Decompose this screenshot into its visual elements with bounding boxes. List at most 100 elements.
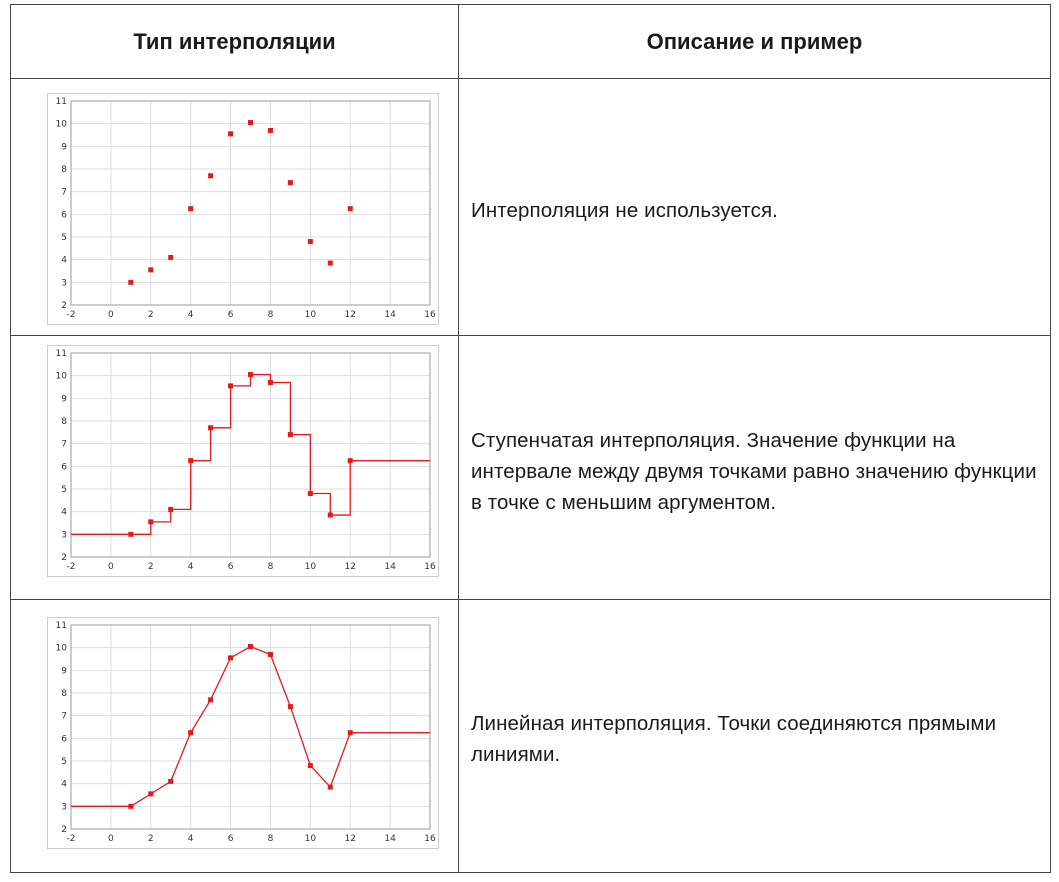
data-point <box>168 254 174 260</box>
y-tick-label: 5 <box>61 233 67 243</box>
data-point <box>228 383 234 389</box>
x-tick-label: 16 <box>424 310 436 320</box>
data-point <box>327 260 333 266</box>
data-point <box>148 267 154 273</box>
data-point <box>228 131 234 137</box>
x-tick-label: 4 <box>188 834 194 844</box>
plot-area <box>70 624 431 830</box>
x-tick-label: 6 <box>228 834 234 844</box>
y-tick-label: 3 <box>61 278 67 288</box>
x-tick-label: 16 <box>424 562 436 572</box>
x-tick-label: 12 <box>344 562 355 572</box>
y-tick-label: 6 <box>61 210 67 220</box>
y-tick-label: 10 <box>56 372 68 382</box>
data-point <box>327 512 333 518</box>
chart-step-interpolation: -2 0 2 4 6 8 10 12 14 16 2 3 4 5 6 7 8 9 10 11 <box>47 345 439 577</box>
x-tick-label: 2 <box>148 834 154 844</box>
x-tick-label: 16 <box>424 834 436 844</box>
data-point <box>188 730 194 736</box>
description-linear-interpolation: Линейная интерполяция. Точки соединяются… <box>471 712 997 766</box>
data-point <box>168 778 174 784</box>
data-point <box>188 206 194 212</box>
data-point <box>307 491 313 497</box>
x-tick-label: 0 <box>108 834 114 844</box>
data-point <box>168 506 174 512</box>
chart-no-interpolation: -2 0 2 4 6 8 10 12 14 16 2 3 4 5 6 7 8 9 10 11 <box>47 93 439 325</box>
x-tick-label: 8 <box>268 562 274 572</box>
header-interpolation-type: Тип интерполяции <box>133 28 336 54</box>
data-point <box>307 763 313 769</box>
x-tick-label: 14 <box>384 310 396 320</box>
y-tick-label: 2 <box>61 301 67 311</box>
interpolation-table: Тип интерполяции Описание и пример -2 0 2 4… <box>10 4 1051 873</box>
row-divider <box>11 599 1050 600</box>
x-tick-label: 0 <box>108 310 114 320</box>
y-tick-label: 9 <box>61 394 67 404</box>
data-point <box>208 425 214 431</box>
data-point <box>148 791 154 797</box>
data-point <box>267 127 273 133</box>
y-tick-label: 6 <box>61 734 67 744</box>
y-tick-label: 4 <box>61 508 67 518</box>
data-point <box>347 730 353 736</box>
x-tick-label: 6 <box>228 562 234 572</box>
data-point <box>327 784 333 790</box>
x-tick-label: 4 <box>188 562 194 572</box>
x-tick-label: 14 <box>384 562 396 572</box>
data-point <box>228 655 234 661</box>
x-tick-label: 12 <box>344 834 355 844</box>
y-tick-label: 11 <box>56 621 67 631</box>
y-tick-label: 7 <box>61 440 67 450</box>
y-tick-label: 3 <box>61 802 67 812</box>
y-tick-label: 10 <box>56 120 68 130</box>
y-tick-label: 8 <box>61 689 67 699</box>
x-tick-label: 14 <box>384 834 396 844</box>
data-point <box>208 697 214 703</box>
y-tick-label: 11 <box>56 349 67 359</box>
y-tick-label: 4 <box>61 256 67 266</box>
y-tick-label: 7 <box>61 188 67 198</box>
x-tick-label: 10 <box>305 834 317 844</box>
y-tick-label: 9 <box>61 142 67 152</box>
data-point <box>128 531 134 537</box>
x-tick-label: 2 <box>148 562 154 572</box>
description-step-interpolation: Ступенчатая интерполяция. Значение функц… <box>471 429 1037 514</box>
plot-area <box>70 100 431 306</box>
x-tick-label: 10 <box>305 310 317 320</box>
data-point <box>128 803 134 809</box>
data-point <box>128 279 134 285</box>
data-point <box>248 644 253 650</box>
x-tick-label: 12 <box>344 310 355 320</box>
y-tick-label: 4 <box>61 780 67 790</box>
x-tick-label: -2 <box>67 834 76 844</box>
y-tick-label: 9 <box>61 666 67 676</box>
series-line <box>71 645 430 807</box>
data-point <box>287 704 293 710</box>
chart-linear-interpolation: -2 0 2 4 6 8 10 12 14 16 2 3 4 5 6 7 8 9 10 11 <box>47 617 439 849</box>
data-point <box>287 432 293 438</box>
description-no-interpolation: Интерполяция не используется. <box>471 199 778 222</box>
data-point <box>307 239 313 245</box>
y-tick-label: 2 <box>61 825 67 835</box>
header-divider <box>11 78 1050 79</box>
y-tick-label: 8 <box>61 165 67 175</box>
series-line <box>71 373 430 535</box>
y-tick-label: 5 <box>61 757 67 767</box>
y-tick-label: 8 <box>61 417 67 427</box>
column-divider <box>458 5 459 872</box>
data-point <box>287 180 293 186</box>
row-divider <box>11 335 1050 336</box>
data-point <box>208 173 214 179</box>
x-tick-label: 0 <box>108 562 114 572</box>
chart-frame <box>47 93 439 325</box>
x-tick-label: 8 <box>268 310 274 320</box>
x-tick-label: -2 <box>67 562 76 572</box>
y-tick-label: 5 <box>61 485 67 495</box>
y-tick-label: 2 <box>61 553 67 563</box>
x-tick-label: 4 <box>188 310 194 320</box>
data-point <box>148 519 154 525</box>
data-point <box>188 458 194 464</box>
y-tick-label: 6 <box>61 462 67 472</box>
x-tick-label: -2 <box>67 310 76 320</box>
data-point <box>267 379 273 385</box>
